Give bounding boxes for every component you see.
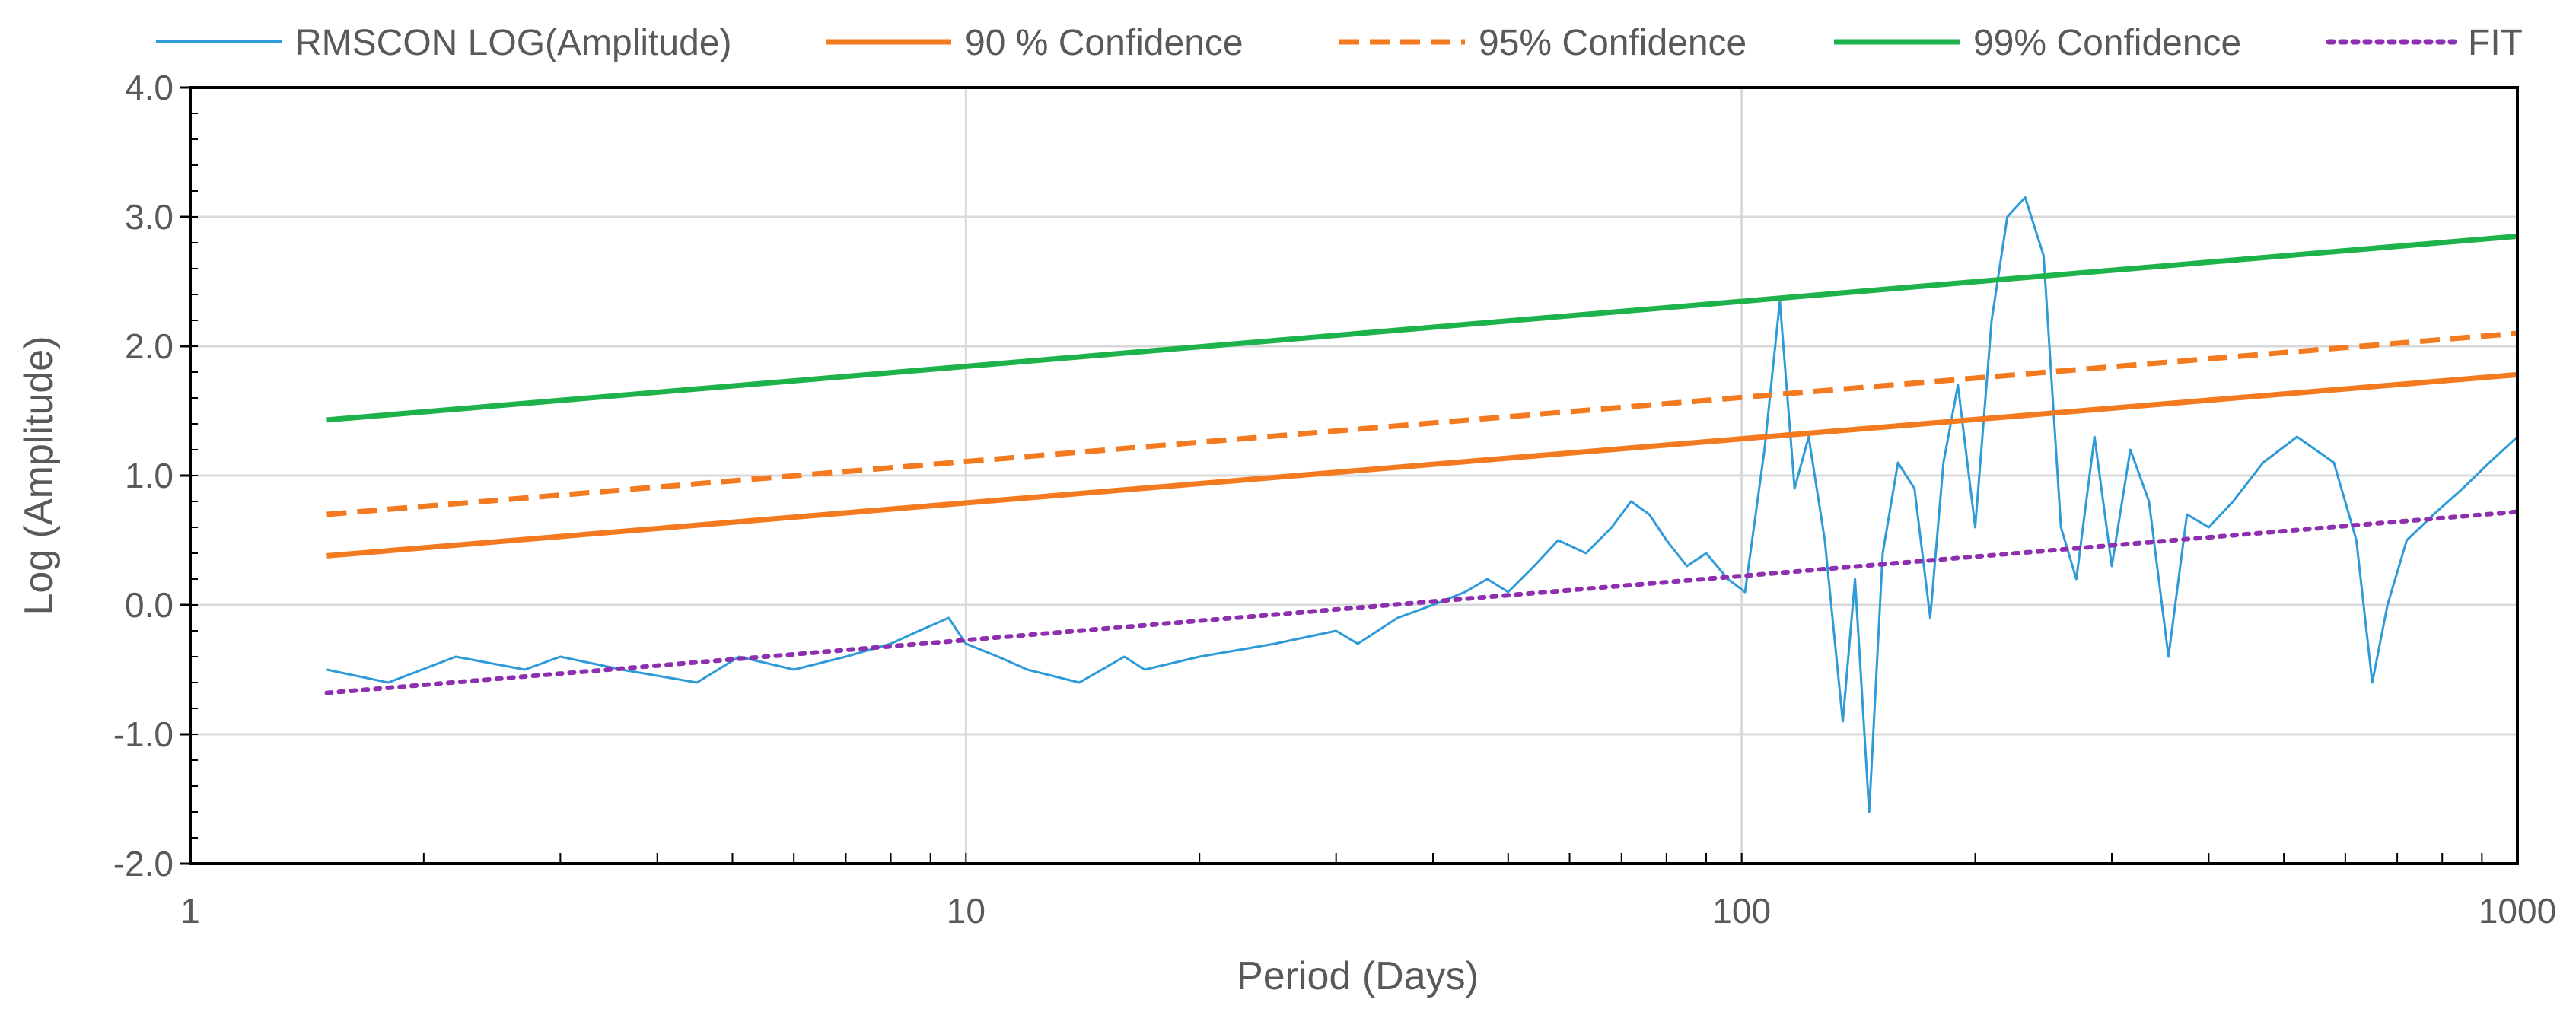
series-line-5	[324, 509, 2517, 695]
legend-label-5: FIT	[2468, 23, 2523, 63]
legend-label-2: 90 % Confidence	[965, 23, 1243, 63]
x-tick-label: 100	[1712, 891, 1771, 931]
legend: RMSCON LOG(Amplitude) 90 % Confidence 95% …	[156, 23, 2523, 63]
gridlines	[190, 86, 2517, 864]
legend-label-1: RMSCON LOG(Amplitude)	[295, 23, 731, 63]
legend-label-4: 99% Confidence	[1973, 23, 2241, 63]
axes: -2.0 -1.0 0.0 1.0 2.0 3.0 4.0 1 10 100 1000	[113, 68, 2556, 931]
y-tick-label: 2.0	[125, 326, 174, 366]
series-line-1	[326, 196, 2517, 813]
series-line-3	[326, 330, 2517, 517]
plot-frame	[189, 86, 2519, 865]
legend-label-3: 95% Confidence	[1479, 23, 1747, 63]
x-tick-label: 1000	[2479, 891, 2556, 931]
x-tick-label: 1	[180, 891, 200, 931]
plot-area	[324, 196, 2517, 813]
series-line-4	[326, 234, 2517, 423]
x-tick-label: 10	[947, 891, 986, 931]
y-tick-label: -2.0	[113, 844, 174, 883]
y-tick-label: 0.0	[125, 585, 174, 625]
y-tick-label: 3.0	[125, 197, 174, 237]
y-axis-title: Log (Amplitude)	[17, 336, 61, 615]
series-line-2	[326, 371, 2517, 559]
y-tick-label: -1.0	[113, 715, 174, 754]
y-tick-label: 1.0	[125, 456, 174, 495]
y-tick-label: 4.0	[125, 68, 174, 107]
x-axis-title: Period (Days)	[1237, 954, 1479, 998]
